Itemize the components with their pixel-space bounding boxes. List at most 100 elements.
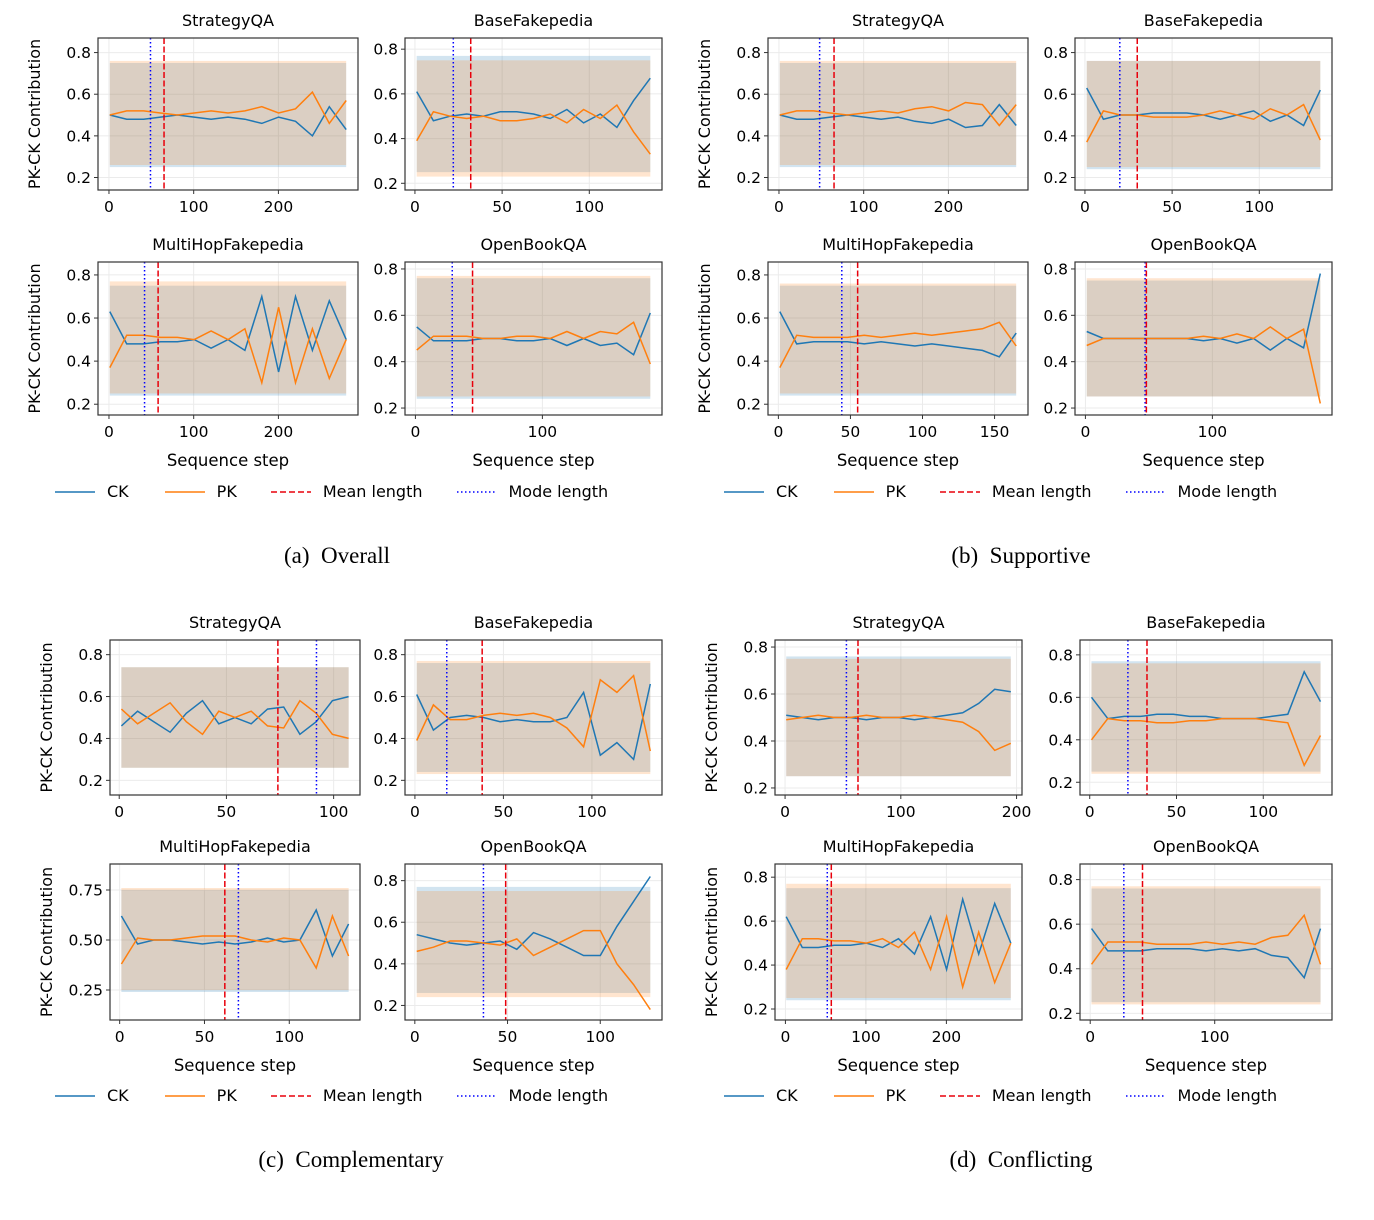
subplot-b-multihopfakepedia: 0.2 0.4 0.6 0.8 0 50 100 150 MultiHopFakepedia PK… — [695, 235, 1029, 470]
x-tick-label: 50 — [492, 198, 512, 216]
axes-frame — [1074, 37, 1333, 191]
caption-d: (d) Conflicting — [949, 1147, 1093, 1172]
subplot-title: MultiHopFakepedia — [822, 235, 974, 254]
y-axis-label: PK-CK Contribution — [702, 642, 721, 792]
axes-frame — [774, 863, 1023, 1021]
pk-std-band — [1086, 60, 1321, 168]
pk-line — [416, 321, 651, 365]
x-tick-label: 0 — [1085, 1028, 1095, 1046]
y-tick-label: 0.4 — [66, 127, 91, 145]
subplot-title: StrategyQA — [182, 11, 274, 30]
subplot-a-openbookqa: 0.2 0.4 0.6 0.8 0 100 OpenBookQA Sequence step — [373, 235, 663, 470]
legend-c: CK PK Mean length Mode length — [55, 1086, 642, 1105]
x-tick-label: 0 — [1085, 803, 1095, 821]
axes-frame — [1079, 639, 1333, 796]
y-tick-label: 0.8 — [78, 646, 103, 664]
ck-std-band — [1091, 888, 1321, 1003]
subplot-title: StrategyQA — [189, 613, 281, 632]
subplot-title: StrategyQA — [852, 613, 944, 632]
x-tick-label: 100 — [1198, 423, 1228, 441]
y-tick-label: 0.4 — [78, 730, 103, 748]
x-tick-label: 200 — [932, 1028, 962, 1046]
subplot-title: StrategyQA — [852, 11, 944, 30]
pk-line — [120, 913, 350, 970]
mode-legend-swatch — [1125, 1094, 1166, 1097]
plot-area — [416, 864, 651, 1020]
legend-a: CK PK Mean length Mode length — [55, 482, 642, 501]
x-tick-label: 100 — [179, 423, 209, 441]
axes-frame — [1074, 261, 1333, 416]
y-tick-label: 0.6 — [743, 686, 768, 704]
subplot-a-multihopfakepedia: 0.2 0.4 0.6 0.8 0 100 200 MultiHopFakepedia PK-C… — [25, 235, 359, 470]
x-tick-label: 0 — [115, 1028, 125, 1046]
legend-label-mean: Mean length — [991, 482, 1092, 501]
pk-line — [120, 699, 349, 740]
y-tick-label: 0.6 — [1043, 86, 1068, 104]
x-tick-label: 0 — [410, 803, 420, 821]
y-axis-label: PK-CK Contribution — [37, 642, 56, 792]
legend-item-ck: CK — [55, 1086, 129, 1105]
legend-label-pk: PK — [216, 482, 237, 501]
y-tick-label: 0.6 — [736, 310, 761, 328]
subplot-d-strategyqa: 0.2 0.4 0.6 0.8 0 100 200 StrategyQA PK-CK Contr… — [702, 613, 1031, 821]
y-tick-label: 0.75 — [68, 882, 103, 900]
y-axis-label: PK-CK Contribution — [25, 39, 44, 189]
mean-legend-swatch — [939, 490, 980, 493]
ck-line — [109, 105, 347, 138]
y-tick-label: 0.8 — [1043, 44, 1068, 62]
x-tick-label: 100 — [1248, 803, 1278, 821]
legend-item-pk: PK — [833, 482, 906, 501]
caption-a: (a) Overall — [284, 543, 390, 568]
x-tick-label: 0 — [780, 803, 790, 821]
axes-frame — [767, 261, 1029, 416]
pk-std-band — [1091, 663, 1321, 774]
x-tick-label: 100 — [574, 198, 604, 216]
plot-area — [1086, 262, 1322, 415]
legend-label-mean: Mean length — [322, 1086, 423, 1105]
caption-b: (b) Supportive — [951, 543, 1091, 568]
pk-legend-swatch — [164, 490, 205, 493]
x-tick-label: 0 — [410, 1028, 420, 1046]
x-tick-label: 50 — [217, 803, 237, 821]
y-tick-label: 0.6 — [78, 688, 103, 706]
axes-frame — [404, 863, 663, 1021]
legend-d: CK PK Mean length Mode length — [724, 1086, 1311, 1105]
y-tick-label: 0.6 — [66, 310, 91, 328]
pk-std-band — [1091, 886, 1321, 1005]
x-tick-label: 50 — [1167, 803, 1187, 821]
pk-std-band — [1086, 278, 1321, 397]
pk-std-band — [779, 283, 1017, 394]
mode-legend-swatch — [456, 490, 497, 493]
x-axis-label: Sequence step — [174, 1056, 296, 1075]
mode-legend-swatch — [1125, 490, 1166, 493]
mean-legend-swatch — [270, 1094, 311, 1097]
x-tick-label: 0 — [104, 423, 114, 441]
y-tick-label: 0.2 — [66, 169, 91, 187]
pk-line — [1090, 717, 1322, 768]
axes-frame — [1079, 863, 1333, 1021]
y-tick-label: 0.2 — [743, 779, 768, 797]
pk-line — [109, 307, 347, 386]
plot-area — [1090, 864, 1322, 1020]
y-tick-label: 0.6 — [1043, 307, 1068, 325]
y-tick-label: 0.8 — [736, 266, 761, 284]
x-tick-label: 0 — [410, 198, 420, 216]
y-tick-label: 0.6 — [736, 86, 761, 104]
pk-line — [779, 101, 1017, 127]
y-tick-label: 0.4 — [1048, 731, 1073, 749]
subplot-b-openbookqa: 0.2 0.4 0.6 0.8 0 100 OpenBookQA Sequence step — [1043, 235, 1333, 470]
legend-item-pk: PK — [833, 1086, 906, 1105]
y-tick-label: 0.6 — [743, 913, 768, 931]
ck-line — [1090, 670, 1322, 720]
y-tick-label: 0.2 — [736, 169, 761, 187]
y-tick-label: 0.8 — [66, 266, 91, 284]
y-tick-label: 0.8 — [373, 41, 398, 59]
plot-area — [779, 38, 1017, 190]
pk-legend-swatch — [833, 1094, 874, 1097]
ck-std-band — [416, 278, 651, 399]
x-axis-label: Sequence step — [837, 1056, 959, 1075]
plot-area — [120, 640, 349, 795]
legend-label-mean: Mean length — [991, 1086, 1092, 1105]
legend-label-mode: Mode length — [508, 482, 609, 501]
